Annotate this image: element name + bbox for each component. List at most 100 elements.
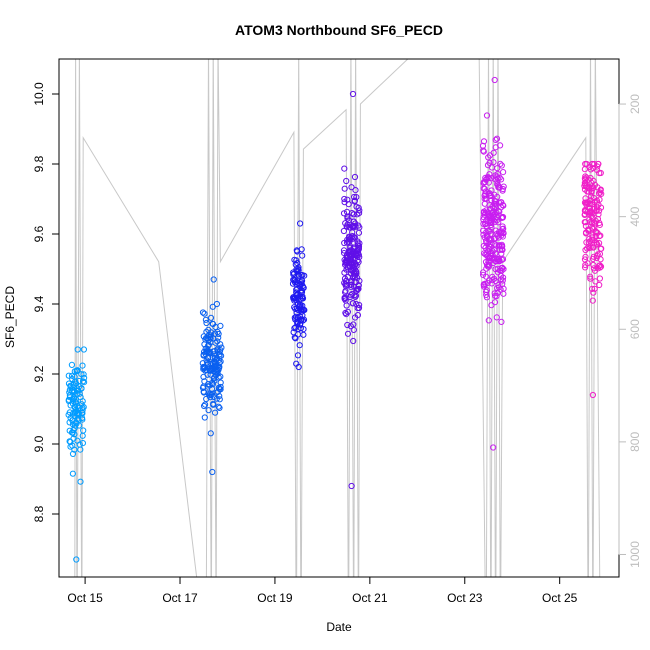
data-point: [484, 209, 491, 216]
data-point: [295, 295, 302, 302]
data-point: [355, 222, 362, 229]
data-point: [203, 357, 210, 364]
data-point: [295, 266, 302, 273]
secondary-tick-label: 400: [628, 206, 642, 226]
data-point: [201, 414, 208, 421]
secondary-tick-label: 800: [628, 432, 642, 452]
data-point: [293, 286, 300, 293]
data-point: [581, 256, 589, 263]
data-point: [341, 165, 348, 172]
data-point: [492, 201, 499, 208]
secondary-y-axis: 200 400 600 800 1000: [618, 94, 642, 568]
data-point: [209, 303, 216, 310]
data-point: [80, 427, 87, 434]
data-point: [582, 223, 590, 230]
data-point: [487, 244, 494, 251]
data-point: [598, 190, 605, 197]
data-point: [349, 90, 357, 98]
data-point: [482, 176, 489, 183]
data-point: [294, 320, 301, 327]
data-point: [297, 316, 305, 323]
data-point: [584, 199, 591, 207]
data-point: [348, 234, 355, 241]
data-point: [491, 235, 498, 242]
data-point: [79, 362, 86, 369]
data-point: [291, 294, 298, 301]
data-point: [480, 138, 488, 145]
data-point: [596, 281, 603, 289]
data-point: [71, 388, 78, 395]
data-point: [77, 394, 84, 401]
x-axis: Oct 15 Oct 17 Oct 19 Oct 21 Oct 23 Oct 25: [67, 576, 578, 605]
data-point: [590, 265, 598, 272]
data-point: [483, 294, 490, 301]
data-point: [353, 262, 360, 269]
data-point: [295, 303, 302, 310]
data-point: [205, 407, 212, 414]
data-point: [293, 313, 300, 320]
data-point: [494, 165, 501, 172]
data-point: [584, 199, 592, 206]
data-point: [597, 169, 604, 177]
data-point: [203, 319, 210, 327]
data-point: [342, 309, 349, 316]
data-point: [482, 251, 489, 258]
data-point: [591, 224, 598, 231]
data-point: [215, 403, 222, 410]
data-point: [582, 181, 589, 188]
data-point: [202, 401, 209, 408]
data-point: [596, 221, 604, 228]
data-point: [490, 149, 497, 156]
data-point: [343, 177, 350, 185]
secondary-series-line: [74, 59, 601, 577]
data-point: [215, 334, 222, 341]
data-point: [75, 410, 83, 417]
data-point: [298, 308, 305, 315]
data-point: [589, 297, 596, 304]
data-point: [67, 415, 74, 422]
data-point: [590, 261, 597, 269]
data-point: [486, 171, 493, 178]
data-point: [483, 112, 491, 119]
data-point: [344, 221, 351, 228]
data-point: [597, 256, 604, 263]
data-point: [500, 169, 507, 176]
data-point: [500, 183, 507, 190]
data-point: [589, 225, 597, 232]
data-point: [72, 398, 79, 405]
data-point: [216, 385, 223, 392]
data-point: [495, 284, 502, 291]
data-point: [80, 346, 88, 353]
data-point: [487, 215, 494, 222]
data-point: [200, 352, 207, 359]
data-point: [480, 282, 487, 289]
data-point: [483, 261, 491, 268]
data-point: [495, 281, 502, 289]
data-point: [352, 187, 359, 194]
y-tick-label: 8.8: [32, 505, 46, 522]
y-tick-label: 10.0: [32, 82, 46, 106]
data-point: [65, 397, 72, 405]
chart-title: ATOM3 Northbound SF6_PECD: [235, 22, 443, 38]
data-point: [485, 154, 492, 161]
data-point: [500, 266, 507, 273]
data-point: [587, 273, 594, 280]
data-point: [344, 321, 351, 329]
data-point: [484, 232, 491, 239]
data-point: [348, 184, 355, 191]
data-point: [204, 345, 211, 352]
data-point: [591, 285, 598, 292]
data-point: [351, 198, 358, 205]
data-point: [292, 335, 299, 342]
data-point: [73, 399, 80, 406]
data-point: [494, 181, 501, 188]
data-point: [340, 210, 348, 217]
series-1: [65, 346, 88, 563]
data-point: [583, 229, 590, 236]
data-point: [66, 409, 73, 416]
data-point: [216, 393, 223, 400]
data-point: [205, 341, 212, 349]
data-point: [350, 211, 357, 218]
data-point: [591, 160, 598, 168]
data-point: [211, 377, 218, 384]
